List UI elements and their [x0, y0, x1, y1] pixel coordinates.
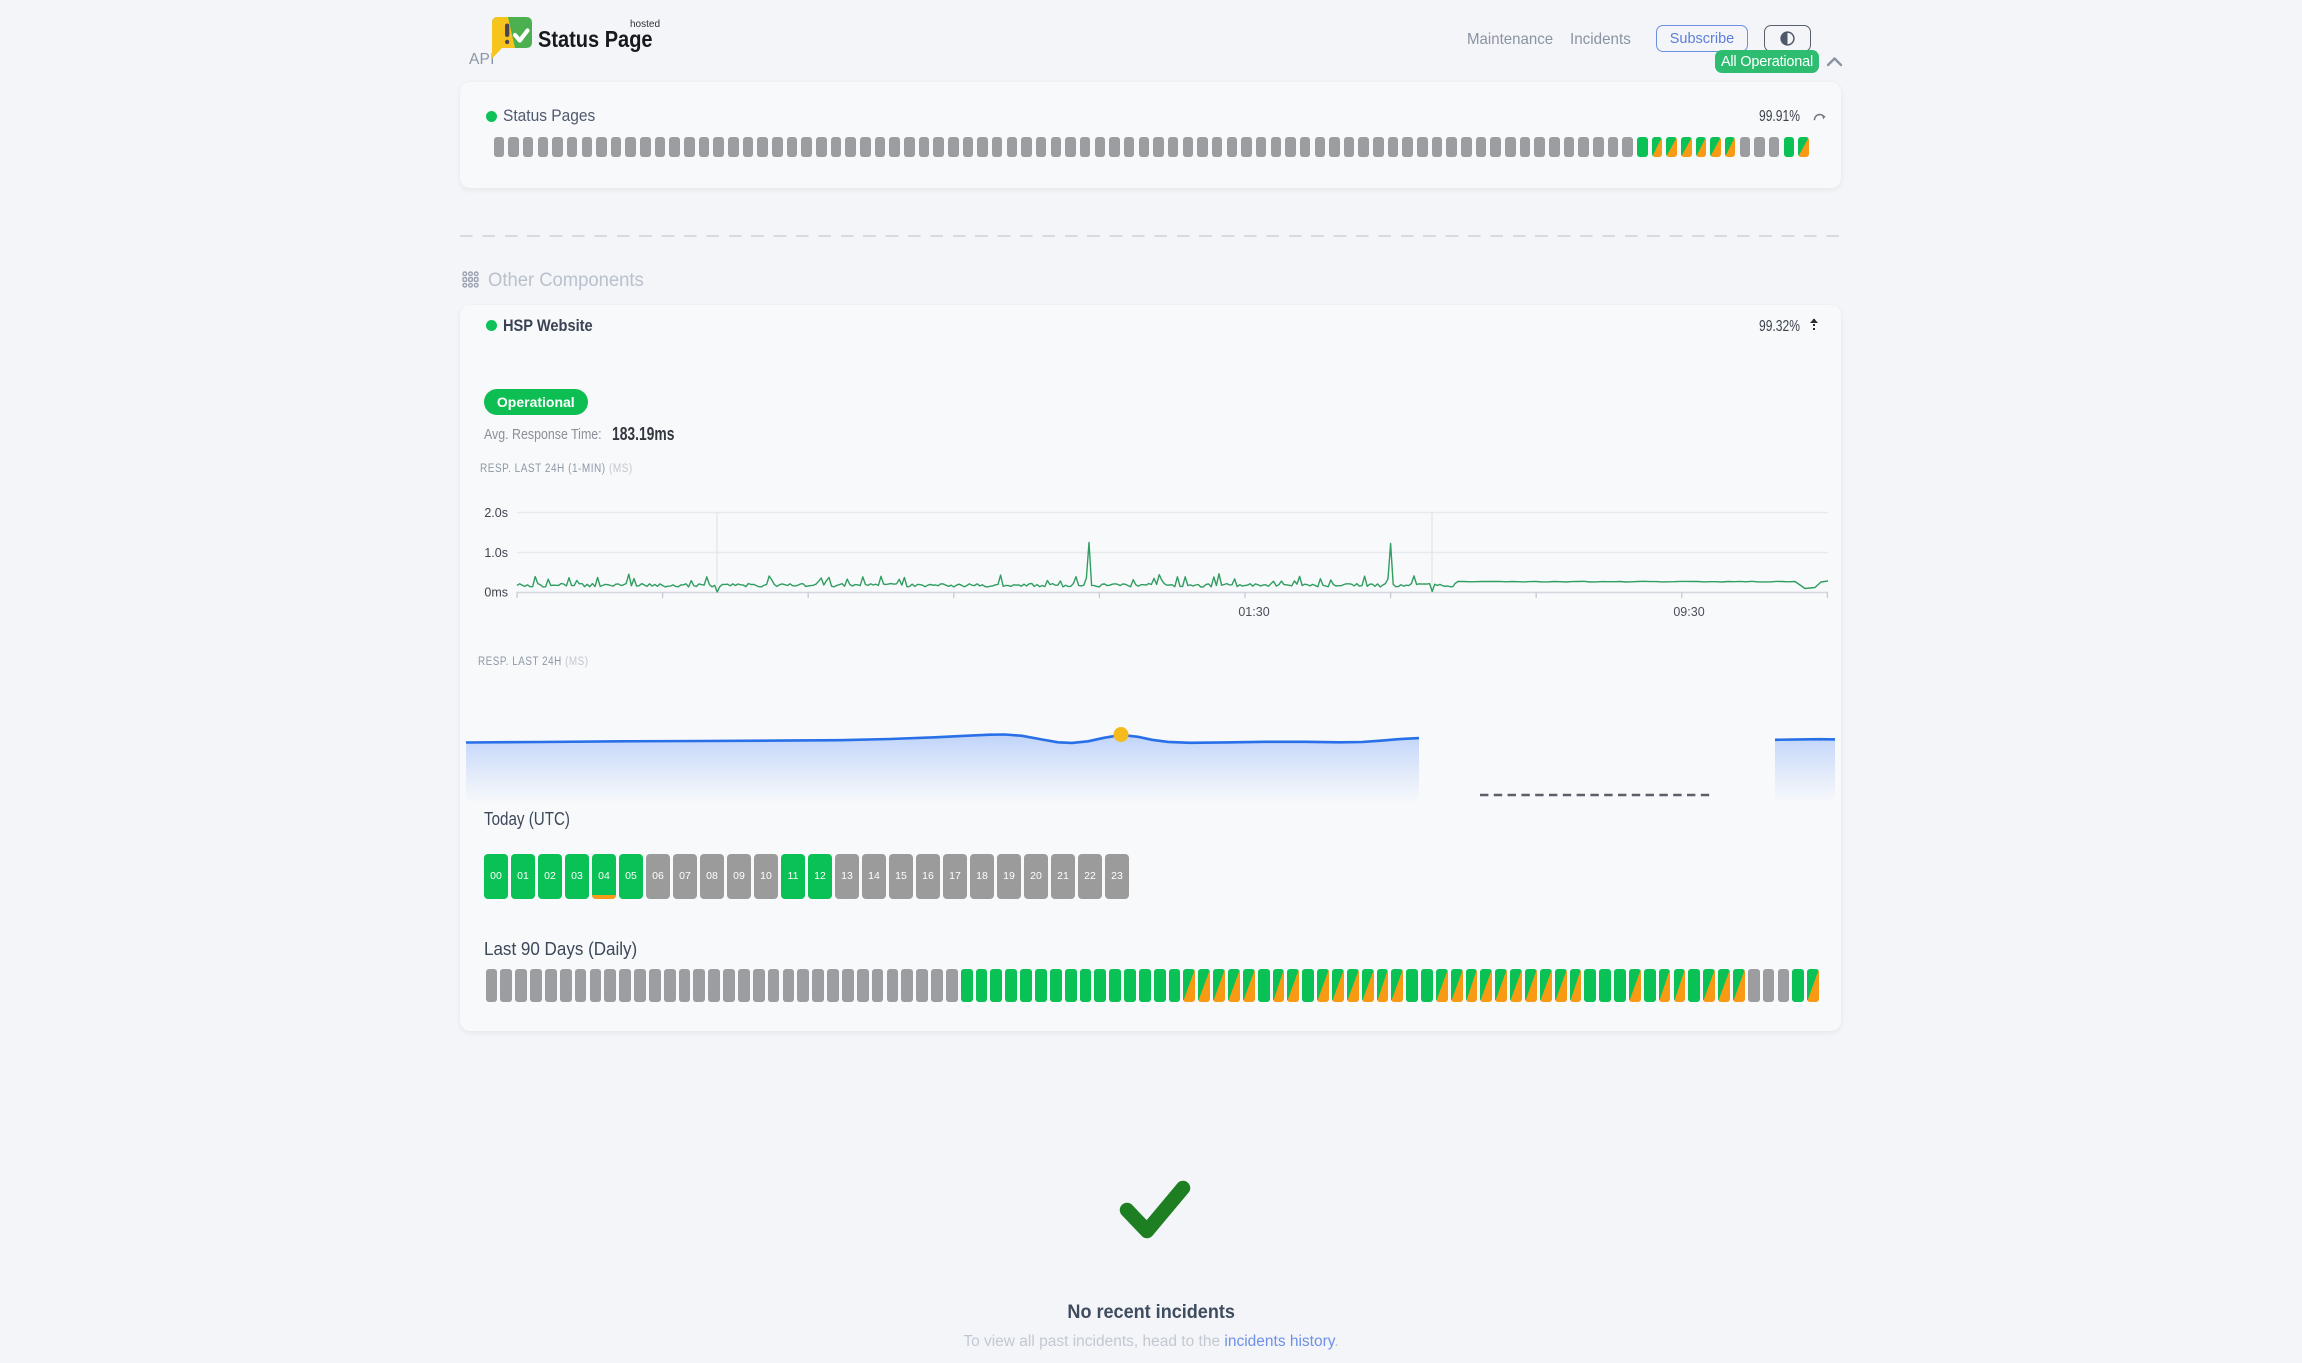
svg-text:2.0s: 2.0s [484, 506, 508, 520]
svg-text:1.0s: 1.0s [484, 546, 508, 560]
svg-text:09:30: 09:30 [1673, 605, 1704, 619]
svg-text:0ms: 0ms [484, 586, 508, 600]
svg-text:01:30: 01:30 [1238, 605, 1269, 619]
